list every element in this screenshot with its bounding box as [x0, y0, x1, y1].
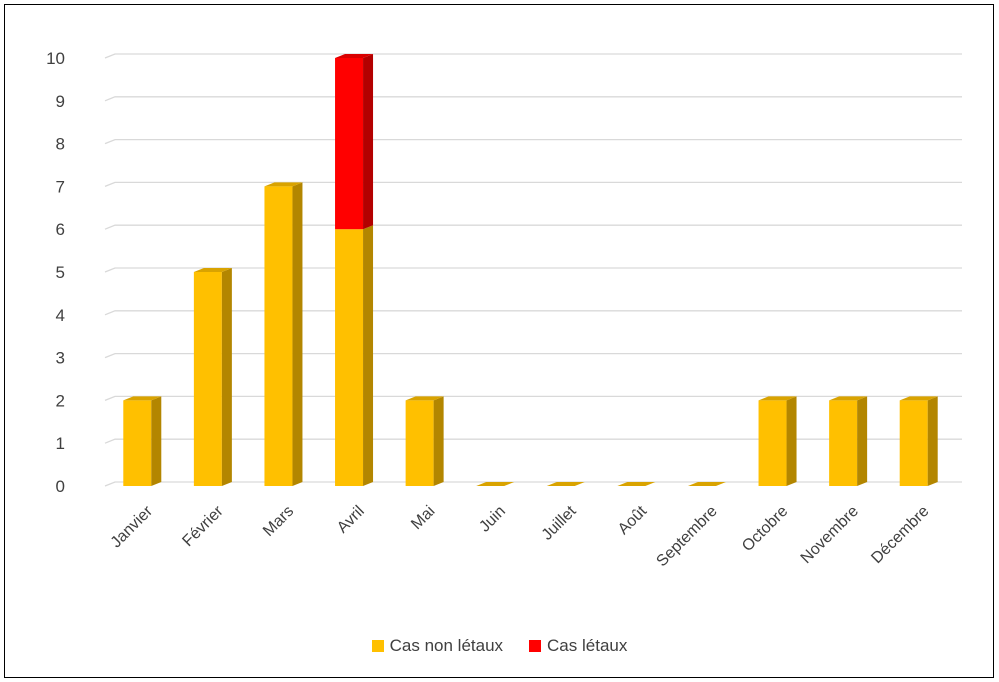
bar-group-aout [617, 482, 656, 486]
bar-cas-non-letaux-decembre [899, 400, 928, 486]
y-tick-label-9: 9 [56, 92, 65, 111]
bar-cas-non-letaux-juin [476, 482, 515, 486]
bar-group-octobre [758, 396, 797, 486]
bar-group-fevrier [193, 268, 232, 486]
legend: Cas non létaux Cas létaux [0, 636, 999, 656]
bar-top-cas-non-letaux-octobre [758, 396, 797, 401]
legend-swatch-cas-non-letaux [371, 640, 384, 652]
legend-item-cas-letaux: Cas létaux [529, 636, 627, 656]
bar-group-mars [264, 182, 303, 486]
bar-cas-non-letaux-novembre [829, 400, 858, 486]
bar-top-cas-non-letaux-mars [264, 182, 303, 187]
bar-side-cas-non-letaux-decembre [927, 396, 938, 486]
x-tick-label-novembre: Novembre [798, 503, 862, 567]
y-tick-label-1: 1 [56, 434, 65, 453]
bar-top-cas-non-letaux-fevrier [193, 268, 232, 272]
x-axis-category-labels: Janvier Février Mars Avril Mai Juin Juillet Aoû… [108, 502, 933, 570]
bar-cas-non-letaux-janvier [123, 400, 152, 486]
gridline-10 [104, 53, 962, 59]
bar-cas-non-letaux-mars [264, 186, 293, 486]
x-tick-label-octobre: Octobre [739, 503, 791, 555]
y-tick-label-3: 3 [56, 349, 65, 368]
bar-top-cas-non-letaux-decembre [899, 396, 938, 401]
gridline-3 [104, 352, 962, 359]
legend-label-cas-letaux: Cas létaux [547, 636, 628, 655]
y-tick-label-10: 10 [46, 49, 65, 68]
bar-group-juillet [546, 482, 585, 486]
x-tick-label-aout: Août [615, 502, 651, 538]
legend-label-cas-non-letaux: Cas non létaux [389, 636, 504, 655]
bar-side-cas-non-letaux-mai [433, 396, 444, 486]
bar-group-novembre [829, 396, 868, 486]
bar-group-avril [335, 54, 374, 486]
gridline-9 [104, 96, 962, 102]
x-tick-label-avril: Avril [334, 503, 368, 537]
legend-item-cas-non-letaux: Cas non létaux [371, 636, 504, 656]
y-tick-label-0: 0 [56, 477, 65, 496]
bar-top-cas-non-letaux-novembre [829, 396, 868, 401]
x-tick-label-juin: Juin [476, 503, 509, 536]
y-axis-tick-labels: 0 1 2 3 4 5 6 7 8 9 10 [46, 49, 65, 496]
gridline-6 [104, 224, 962, 230]
gridline-8 [104, 138, 962, 145]
x-tick-label-fevrier: Février [179, 502, 227, 550]
bar-cas-letaux-avril [335, 58, 364, 230]
bar-cas-non-letaux-fevrier [193, 272, 222, 486]
x-tick-label-septembre: Septembre [653, 503, 720, 570]
bar-side-cas-non-letaux-avril [363, 225, 374, 486]
bar-side-cas-non-letaux-octobre [786, 396, 797, 486]
y-tick-label-8: 8 [56, 135, 65, 154]
bar-top-cas-non-letaux-mai [405, 396, 444, 401]
gridlines [104, 53, 962, 487]
bar-top-cas-non-letaux-janvier [123, 396, 162, 401]
gridline-1 [104, 438, 962, 444]
x-tick-label-mai: Mai [408, 503, 438, 533]
bar-group-decembre [899, 396, 938, 486]
bar-cas-non-letaux-juillet [546, 482, 585, 486]
bar-side-cas-non-letaux-janvier [151, 396, 162, 486]
y-tick-label-5: 5 [56, 263, 65, 282]
bar-side-cas-non-letaux-mars [292, 182, 303, 486]
bars [123, 54, 938, 486]
bar-cas-non-letaux-octobre [758, 400, 787, 486]
y-tick-label-7: 7 [56, 177, 65, 196]
x-tick-label-mars: Mars [260, 503, 297, 540]
bar-group-juin [476, 482, 515, 486]
bar-side-cas-letaux-avril [363, 54, 374, 230]
y-tick-label-6: 6 [56, 220, 65, 239]
x-tick-label-decembre: Décembre [868, 503, 932, 567]
bar-side-cas-non-letaux-novembre [857, 396, 868, 486]
bar-cas-non-letaux-avril [335, 229, 364, 486]
legend-swatch-cas-letaux [529, 640, 542, 652]
x-tick-label-janvier: Janvier [108, 502, 157, 551]
gridline-4 [104, 310, 962, 316]
gridline-2 [104, 395, 962, 402]
bar-group-septembre [687, 482, 726, 486]
y-tick-label-4: 4 [56, 306, 65, 325]
gridline-5 [104, 267, 962, 273]
bar-top-cas-letaux-avril [335, 54, 374, 58]
gridline-0 [104, 481, 962, 487]
gridline-7 [104, 181, 962, 188]
bar-cas-non-letaux-aout [617, 482, 656, 486]
bar-group-janvier [123, 396, 162, 486]
chart-frame [4, 4, 994, 678]
x-tick-label-juillet: Juillet [539, 502, 580, 543]
bar-cas-non-letaux-septembre [687, 482, 726, 486]
bar-group-mai [405, 396, 444, 486]
y-tick-label-2: 2 [56, 391, 65, 410]
bar-cas-non-letaux-mai [405, 400, 434, 486]
bar-side-cas-non-letaux-fevrier [221, 268, 232, 486]
